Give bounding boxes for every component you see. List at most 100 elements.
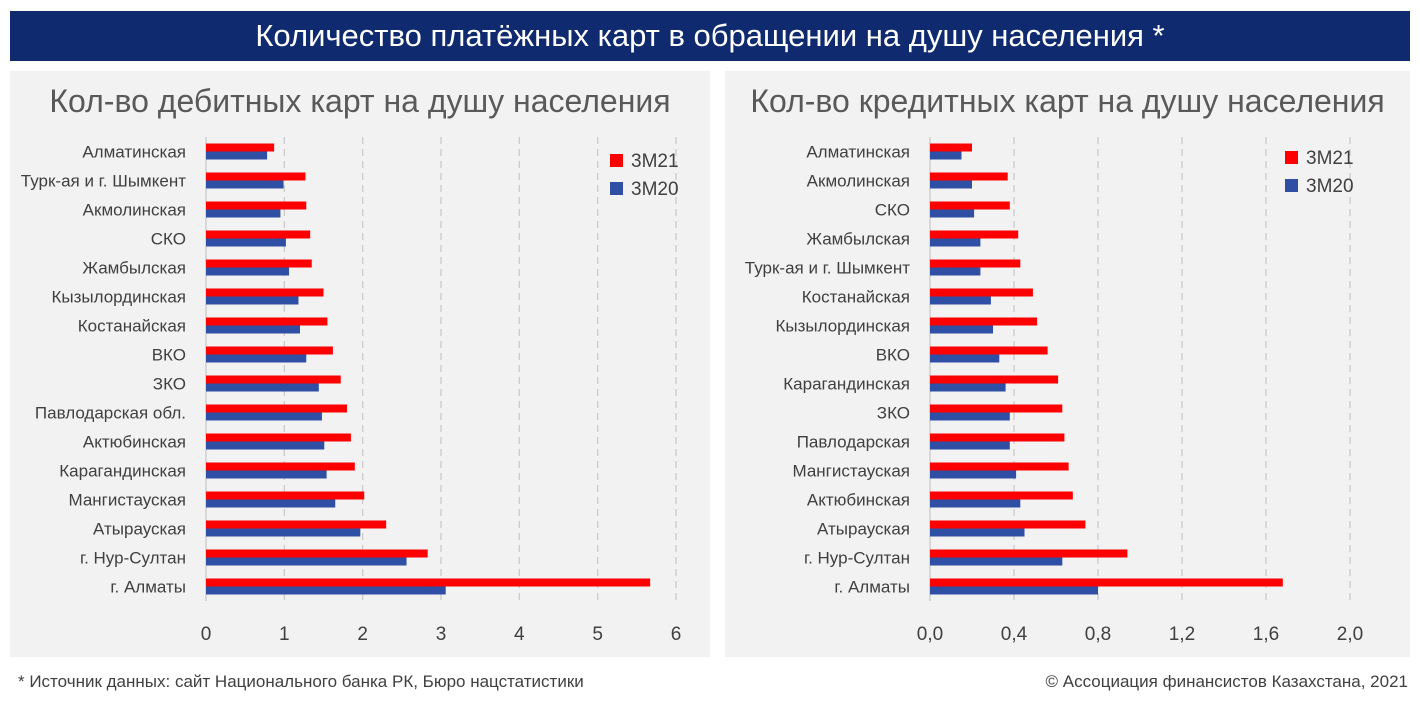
copyright-note: © Ассоциация финансистов Казахстана, 202… (1045, 672, 1408, 691)
credit-chart: Алматинская Акмолинская СКО Жамбылская Турк-… (745, 137, 1363, 645)
debit-bar-3m20 (206, 412, 322, 421)
credit-bar-3m21 (930, 433, 1065, 442)
credit-category-label: Павлодарская (797, 433, 910, 452)
credit-tick-label: 1,2 (1169, 624, 1195, 645)
debit-bar-3m20 (206, 441, 325, 450)
credit-legend-swatch-3m21 (1285, 151, 1298, 164)
credit-category-label: г. Алматы (834, 578, 910, 597)
credit-bar-3m21 (930, 491, 1073, 500)
debit-bar-3m20 (206, 499, 336, 508)
debit-bar-3m21 (206, 288, 324, 297)
debit-bar-3m20 (206, 354, 307, 363)
debit-bar-3m21 (206, 317, 328, 326)
credit-chart-panel: Кол-во кредитных карт на душу населения … (725, 71, 1410, 657)
debit-bar-3m21 (206, 143, 275, 152)
debit-category-label: Кызылординская (51, 288, 186, 307)
debit-tick-label: 1 (279, 624, 290, 645)
debit-category-label: Турк-ая и г. Шымкент (21, 172, 186, 191)
credit-category-label: Алматинская (806, 143, 910, 162)
credit-bar-3m21 (930, 462, 1069, 471)
credit-legend-swatch-3m20 (1285, 179, 1298, 192)
debit-category-label: Карагандинская (59, 462, 186, 481)
credit-bar-3m20 (930, 586, 1098, 595)
debit-bar-3m20 (206, 325, 300, 334)
debit-bar-3m20 (206, 238, 286, 247)
credit-tick-label: 2,0 (1337, 624, 1363, 645)
debit-chart-panel: Кол-во дебитных карт на душу населения А… (10, 71, 710, 657)
debit-legend-swatch-3m20 (610, 182, 623, 195)
debit-chart: Алматинская Турк-ая и г. Шымкент Акмолинск… (21, 137, 682, 645)
debit-bar-3m21 (206, 230, 311, 239)
credit-category-label: Акмолинская (807, 172, 910, 191)
debit-bar-3m20 (206, 528, 361, 537)
debit-bar-3m21 (206, 462, 355, 471)
debit-bar-3m21 (206, 172, 306, 181)
debit-bar-3m20 (206, 267, 290, 276)
debit-category-label: СКО (151, 230, 186, 249)
credit-bar-3m21 (930, 288, 1033, 297)
credit-category-label: ЗКО (877, 404, 910, 423)
credit-bar-3m20 (930, 180, 972, 189)
credit-category-label: Актюбинская (807, 491, 910, 510)
debit-bar-3m21 (206, 259, 312, 268)
credit-legend-label: 3M21 (1306, 148, 1354, 169)
debit-tick-label: 6 (671, 624, 682, 645)
debit-category-label: Мангистауская (68, 491, 186, 510)
debit-bar-3m20 (206, 557, 407, 566)
credit-bar-3m20 (930, 238, 981, 247)
debit-tick-label: 0 (201, 624, 212, 645)
credit-category-label: Кызылординская (775, 317, 910, 336)
credit-category-label: СКО (875, 201, 910, 220)
credit-bar-3m20 (930, 296, 991, 305)
credit-bar-3m21 (930, 172, 1008, 181)
credit-bar-3m21 (930, 143, 972, 152)
credit-category-label: Жамбылская (806, 230, 910, 249)
credit-bar-3m20 (930, 267, 981, 276)
debit-bar-3m21 (206, 578, 651, 587)
debit-category-label: ВКО (152, 346, 186, 365)
debit-bar-3m21 (206, 520, 387, 529)
credit-bar-3m20 (930, 325, 993, 334)
credit-chart-title: Кол-во кредитных карт на душу населения (750, 83, 1385, 119)
credit-bar-3m20 (930, 209, 975, 218)
debit-bar-3m21 (206, 491, 365, 500)
credit-bar-3m20 (930, 499, 1021, 508)
debit-bar-3m20 (206, 470, 327, 479)
debit-chart-title: Кол-во дебитных карт на душу населения (49, 83, 671, 119)
debit-tick-label: 2 (357, 624, 368, 645)
credit-category-label: Костанайская (802, 288, 910, 307)
debit-category-label: Костанайская (78, 317, 186, 336)
debit-bar-3m21 (206, 346, 333, 355)
credit-bar-3m20 (930, 383, 1006, 392)
credit-bar-3m20 (930, 151, 962, 160)
credit-category-label: г. Нур-Султан (804, 549, 910, 568)
debit-bar-3m20 (206, 296, 299, 305)
debit-bar-3m20 (206, 586, 446, 595)
credit-tick-label: 0,0 (917, 624, 943, 645)
debit-bar-3m21 (206, 549, 428, 558)
debit-category-label: ЗКО (153, 375, 186, 394)
debit-bar-3m20 (206, 151, 268, 160)
debit-legend-label: 3M20 (631, 179, 679, 200)
debit-legend-label: 3M21 (631, 151, 679, 172)
credit-bar-3m21 (930, 346, 1048, 355)
credit-category-label: Карагандинская (783, 375, 910, 394)
debit-tick-label: 4 (514, 624, 525, 645)
debit-category-label: г. Нур-Султан (80, 549, 186, 568)
credit-bar-3m21 (930, 578, 1283, 587)
debit-bar-3m21 (206, 433, 351, 442)
credit-category-label: Атырауская (817, 520, 910, 539)
credit-bar-3m21 (930, 404, 1063, 413)
debit-bar-3m20 (206, 383, 319, 392)
debit-bar-3m21 (206, 201, 307, 210)
debit-tick-label: 5 (592, 624, 603, 645)
debit-bar-3m21 (206, 404, 347, 413)
credit-bar-3m21 (930, 375, 1059, 384)
debit-category-label: Павлодарская обл. (35, 404, 186, 423)
credit-bar-3m21 (930, 259, 1021, 268)
credit-bar-3m21 (930, 520, 1086, 529)
debit-category-label: г. Алматы (110, 578, 186, 597)
debit-tick-label: 3 (436, 624, 447, 645)
credit-bar-3m20 (930, 441, 1010, 450)
debit-category-label: Актюбинская (83, 433, 186, 452)
